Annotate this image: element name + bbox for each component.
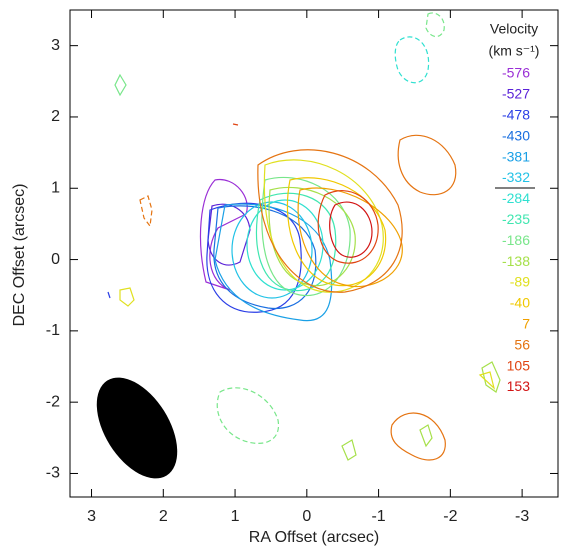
contour [214, 203, 333, 322]
contour [317, 190, 379, 264]
x-tick-label: -3 [515, 508, 529, 525]
beam [96, 377, 178, 479]
y-tick-label: 2 [51, 108, 60, 125]
legend-entry: -138 [502, 253, 530, 269]
contour [216, 387, 280, 444]
x-tick-label: -1 [371, 508, 385, 525]
y-tick-label: 1 [51, 179, 60, 196]
x-tick-label: -2 [443, 508, 457, 525]
contour [481, 361, 501, 393]
legend-entry: -332 [502, 169, 530, 185]
contour [329, 201, 373, 258]
contours [107, 12, 501, 461]
legend-entry: -576 [502, 65, 530, 81]
contour [341, 439, 357, 461]
plot-frame [69, 9, 559, 498]
contour [119, 287, 135, 307]
legend-unit: (km s⁻¹) [489, 43, 540, 59]
contour [257, 149, 403, 293]
legend-entry: 153 [507, 378, 531, 394]
contour [246, 199, 324, 291]
legend-entry: -186 [502, 232, 530, 248]
x-tick-label: 2 [159, 508, 168, 525]
y-axis-label: DEC Offset (arcsec) [11, 184, 28, 327]
y-tick-label: 0 [51, 251, 60, 268]
contour [478, 371, 496, 390]
contour [199, 178, 248, 291]
legend-entry: -478 [502, 107, 530, 123]
legend-title: Velocity [490, 21, 538, 37]
contour [139, 195, 153, 228]
legend-entry: -235 [502, 211, 530, 227]
y-tick-label: -2 [46, 393, 60, 410]
contour [207, 203, 251, 266]
contour [263, 159, 384, 293]
x-tick-label: 3 [87, 508, 96, 525]
contour [232, 123, 239, 126]
x-axis-label: RA Offset (arcsec) [249, 529, 379, 546]
contour [114, 73, 127, 97]
legend-entry: -89 [510, 274, 530, 290]
y-tick-label: -3 [46, 465, 60, 482]
contour [425, 12, 445, 38]
contour [394, 36, 430, 84]
contour [397, 134, 457, 196]
y-tick-label: 3 [51, 37, 60, 54]
y-tick-label: -1 [46, 322, 60, 339]
legend-entry: -430 [502, 127, 530, 143]
legend-entry: -527 [502, 86, 530, 102]
contour [390, 412, 446, 461]
x-tick-label: 0 [302, 508, 311, 525]
contour [107, 291, 111, 299]
legend-entry: -40 [510, 295, 530, 311]
legend-entry: 56 [514, 336, 530, 352]
legend-entry: 7 [522, 316, 530, 332]
contour [419, 424, 433, 448]
legend-entry: -284 [502, 190, 530, 206]
contour [286, 177, 387, 287]
contour [213, 205, 317, 310]
contour [268, 186, 356, 287]
legend-entry: -381 [502, 148, 530, 164]
contour [297, 187, 403, 288]
x-tick-label: 1 [231, 508, 240, 525]
legend-entry: 105 [507, 357, 531, 373]
